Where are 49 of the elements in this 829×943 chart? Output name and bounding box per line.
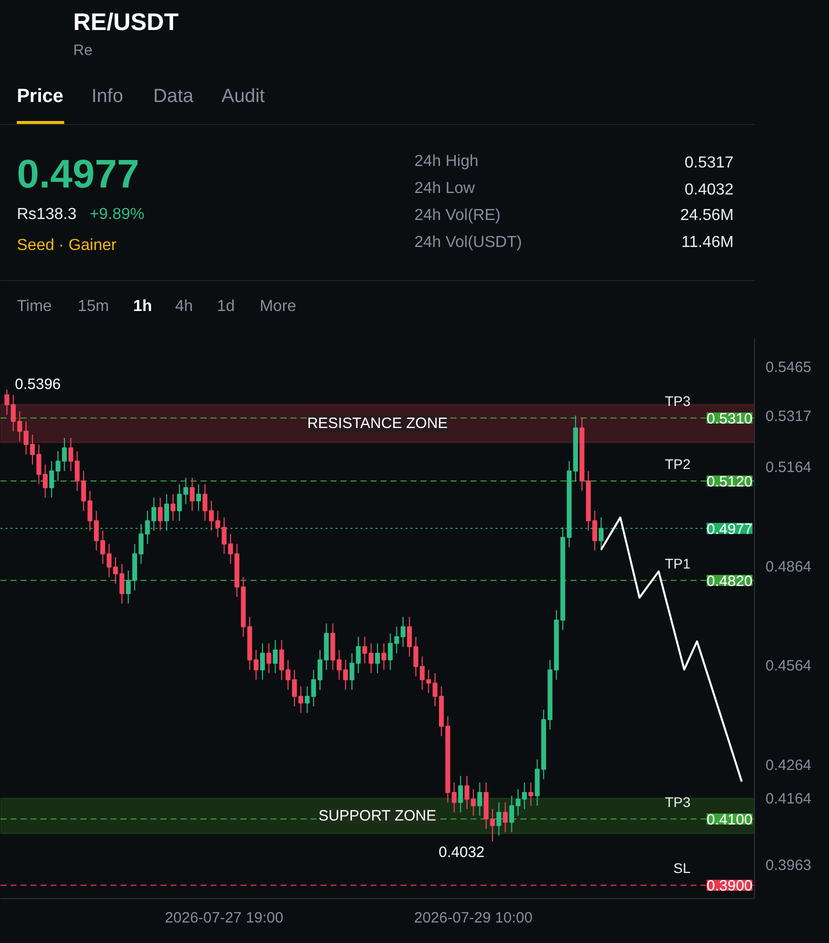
y-tick-label: 0.5317 — [766, 408, 812, 426]
text: Time — [16, 298, 52, 315]
annotation: 0.3900 — [706, 878, 753, 895]
annotation: 0.4820 — [706, 572, 753, 590]
text: Seed · Gainer — [16, 237, 118, 254]
annotation: 0.4100 — [706, 811, 753, 828]
text: 11.46M — [681, 234, 734, 251]
text: Re — [73, 42, 92, 59]
text: Data — [153, 86, 194, 107]
ref-line-label: TP3 — [664, 393, 691, 410]
y-tick-label: 0.4164 — [766, 790, 812, 808]
annotation: 0.4032 — [438, 844, 485, 862]
y-tick-label: 0.5465 — [766, 359, 812, 376]
ref-line-label: TP2 — [664, 456, 691, 472]
text: +9.89% — [90, 206, 144, 223]
y-tick-label: 0.3963 — [766, 856, 812, 874]
annotation: 0.5120 — [706, 473, 753, 490]
annotation: 0.5310 — [706, 410, 753, 428]
text: 24h High — [414, 153, 478, 170]
annotation: 0.5396 — [14, 376, 61, 394]
x-tick-label: 2026-07-29 10:00 — [414, 910, 533, 926]
text: 0.5317 — [684, 154, 734, 172]
annotation: 0.4977 — [706, 520, 753, 538]
text: Rs138.3 — [16, 206, 77, 223]
text: 24h Low — [414, 180, 476, 197]
y-tick-label: 0.5164 — [766, 458, 812, 476]
band-label: RESISTANCE ZONE — [307, 414, 448, 432]
text: 24h Vol(RE) — [414, 207, 501, 224]
y-tick-label: 0.4264 — [766, 757, 812, 774]
text: 1h — [133, 298, 152, 315]
text: Info — [91, 86, 124, 107]
text: Audit — [222, 86, 266, 107]
ref-line-label: TP3 — [664, 794, 691, 810]
text: More — [260, 298, 296, 315]
text: 24.56M — [680, 207, 734, 224]
y-tick-label: 0.4864 — [766, 558, 812, 576]
ref-line-label: TP1 — [664, 555, 691, 572]
text: 15m — [78, 298, 109, 315]
band-label: SUPPORT ZONE — [318, 807, 436, 824]
x-tick-label: 2026-07-27 19:00 — [164, 910, 284, 926]
text: 0.4977 — [16, 152, 140, 196]
ref-line-label: SL — [673, 860, 691, 876]
text: RE/USDT — [73, 9, 179, 36]
text: Price — [16, 86, 64, 107]
text: 24h Vol(USDT) — [414, 234, 522, 251]
text: 1d — [216, 298, 235, 315]
text: 0.4032 — [684, 182, 734, 198]
text: 4h — [175, 298, 193, 315]
y-tick-label: 0.4564 — [766, 658, 812, 675]
